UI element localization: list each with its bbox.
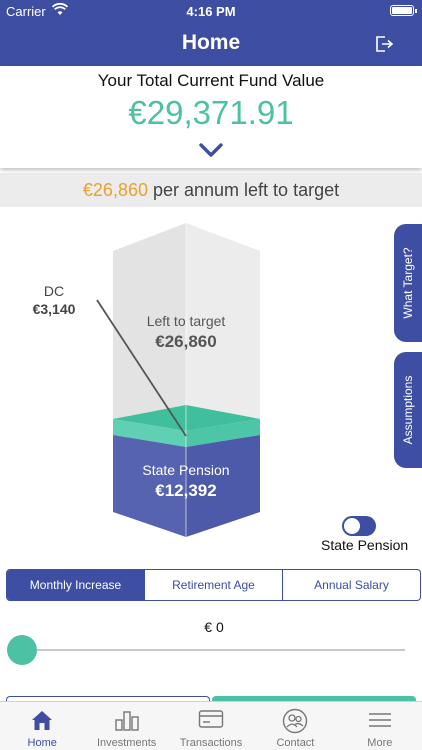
wifi-icon xyxy=(52,3,68,15)
dc-callout-label: DC xyxy=(43,283,65,299)
carrier-label: Carrier xyxy=(6,4,46,19)
left-to-target-value: €26,860 xyxy=(155,332,216,351)
slider-track[interactable] xyxy=(22,649,405,651)
tab-investments-label: Investments xyxy=(96,737,157,749)
scenario-segmented-control: Monthly Increase Retirement Age Annual S… xyxy=(6,569,421,601)
left-to-target-column-right xyxy=(186,223,260,431)
logout-icon[interactable] xyxy=(374,34,394,54)
state-pension-column-right xyxy=(186,435,260,537)
fund-value-card: Your Total Current Fund Value €29,371.91 xyxy=(0,66,422,168)
status-bar: Carrier 4:16 PM xyxy=(0,0,422,22)
tab-investments[interactable]: Investments xyxy=(84,702,168,750)
transactions-icon xyxy=(198,710,224,728)
left-to-target-label: Left to target xyxy=(147,313,226,329)
dc-callout-value: €3,140 xyxy=(32,301,76,317)
contact-icon xyxy=(283,708,308,734)
dc-pointer-line xyxy=(96,299,187,437)
what-target-tab[interactable]: What Target? xyxy=(394,224,422,342)
tab-bar: Home Investments Transactions Contact xyxy=(0,701,422,750)
segment-retirement-age[interactable]: Retirement Age xyxy=(145,570,283,600)
left-to-target-column-left xyxy=(113,223,186,431)
tab-contact[interactable]: Contact xyxy=(253,702,337,750)
nav-bar: Home xyxy=(0,22,422,66)
tab-home-label: Home xyxy=(27,737,57,749)
battery-icon xyxy=(390,5,417,16)
investments-icon xyxy=(114,711,139,731)
tab-home[interactable]: Home xyxy=(0,702,84,750)
target-banner-amount: €26,860 xyxy=(82,180,148,200)
segment-annual-salary[interactable]: Annual Salary xyxy=(314,578,389,592)
what-target-label: What Target? xyxy=(401,247,415,319)
tab-transactions[interactable]: Transactions xyxy=(169,702,253,750)
slider-value: € 0 xyxy=(204,619,224,635)
segment-monthly-increase[interactable]: Monthly Increase xyxy=(7,570,145,600)
tab-more[interactable]: More xyxy=(338,702,422,750)
dc-band-front-left xyxy=(113,419,186,447)
target-banner-text: per annum left to target xyxy=(147,180,340,200)
toggle-knob xyxy=(344,518,360,534)
target-banner: €26,860 per annum left to target xyxy=(0,173,422,207)
assumptions-label: Assumptions xyxy=(401,375,415,445)
chevron-down-icon[interactable] xyxy=(199,142,223,158)
home-icon xyxy=(32,711,53,730)
fund-value-amount: €29,371.91 xyxy=(128,94,294,131)
assumptions-tab[interactable]: Assumptions xyxy=(394,352,422,468)
more-icon xyxy=(368,713,391,727)
dc-band-front-right xyxy=(186,419,260,447)
tab-more-label: More xyxy=(367,737,393,749)
state-pension-toggle[interactable] xyxy=(342,516,376,536)
tab-transactions-label: Transactions xyxy=(179,737,243,749)
fund-value-label: Your Total Current Fund Value xyxy=(97,71,325,90)
pension-graphic: Left to target €26,860 State Pension €12… xyxy=(96,223,260,537)
state-pension-column-left xyxy=(113,435,186,537)
state-pension-toggle-label: State Pension xyxy=(321,537,409,553)
tab-contact-label: Contact xyxy=(276,737,315,749)
state-pension-label: State Pension xyxy=(142,462,229,478)
clock: 4:16 PM xyxy=(186,4,236,19)
page-title: Home xyxy=(181,31,241,54)
state-pension-value: €12,392 xyxy=(155,481,216,500)
slider-thumb[interactable] xyxy=(7,635,37,665)
dc-callout: DC €3,140 xyxy=(30,283,78,317)
